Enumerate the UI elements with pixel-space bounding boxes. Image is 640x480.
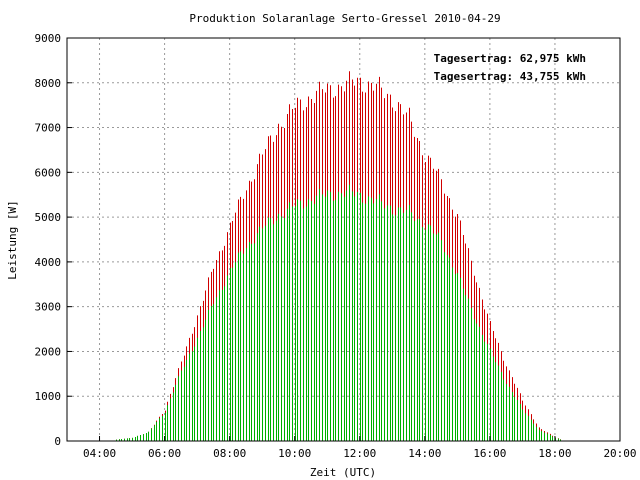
x-tick-label: 04:00 [83,447,116,460]
y-tick-label: 5000 [35,211,62,224]
y-tick-label: 6000 [35,166,62,179]
y-tick-label: 7000 [35,122,62,135]
y-tick-label: 4000 [35,256,62,269]
y-axis-label: Leistung [W] [6,200,19,279]
x-tick-label: 16:00 [473,447,506,460]
legend-entry-secondary: Tagesertrag: 43,755 kWh [434,70,586,83]
chart-title: Produktion Solaranlage Serto-Gressel 201… [189,12,500,25]
x-axis-label: Zeit (UTC) [310,466,376,479]
plot-frame [66,37,621,442]
y-tick-label: 2000 [35,345,62,358]
x-tick-label: 10:00 [278,447,311,460]
grid [67,38,620,441]
y-tick-label: 9000 [35,32,62,45]
legend-entry-primary: Tagesertrag: 62,975 kWh [434,52,586,65]
y-tick-label: 0 [54,435,61,448]
x-tick-label: 12:00 [343,447,376,460]
y-axis-ticks: 0 1000 2000 3000 4000 5000 6000 7000 8000 9000 [35,32,72,448]
x-tick-label: 20:00 [603,447,636,460]
y-tick-label: 8000 [35,77,62,90]
x-tick-label: 06:00 [148,447,181,460]
x-axis-ticks: 04:00 06:00 08:00 10:00 12:00 14:00 16:00 18:00… [83,436,637,460]
y-tick-label: 1000 [35,390,62,403]
y-tick-label: 3000 [35,301,62,314]
series-secondary-bars [116,184,561,441]
x-tick-label: 14:00 [408,447,441,460]
x-tick-label: 18:00 [538,447,571,460]
x-tick-label: 08:00 [213,447,246,460]
